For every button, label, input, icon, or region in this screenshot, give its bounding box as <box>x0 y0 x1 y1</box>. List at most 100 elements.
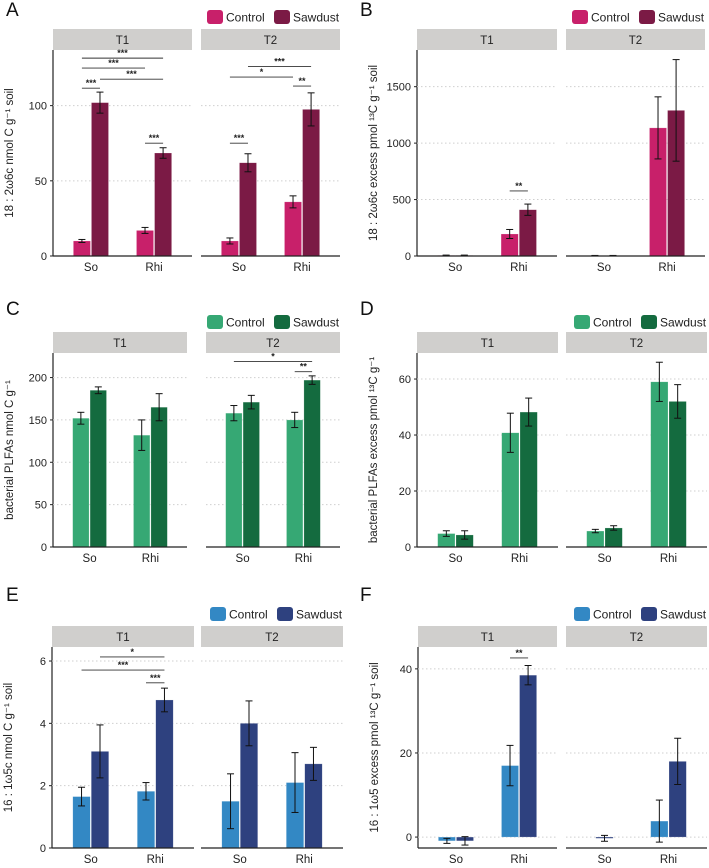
facet-strip-label: T2 <box>265 632 278 644</box>
error-bar <box>524 203 532 216</box>
significance-label: * <box>260 67 264 77</box>
significance-bracket: * <box>99 647 165 658</box>
y-tick-label: 0 <box>41 542 47 554</box>
y-axis-label: bacterial PLFAs nmol C g⁻¹ <box>4 380 16 520</box>
error-bar <box>506 228 514 240</box>
significance-label: ** <box>300 362 308 372</box>
significance-bracket: *** <box>229 133 248 144</box>
y-tick-label: 100 <box>29 101 47 113</box>
x-tick-label: So <box>449 854 463 866</box>
facet-strip <box>417 29 557 50</box>
x-tick-label: Rhi <box>142 553 159 565</box>
significance-label: *** <box>118 660 129 670</box>
significance-bracket: * <box>233 351 313 362</box>
facet-strip <box>566 332 707 353</box>
legend-swatch <box>574 607 590 621</box>
legend-item-control: Control <box>207 10 265 25</box>
facet-strip <box>566 29 705 50</box>
panel-label: A <box>6 0 19 21</box>
facet-t1: T1 So Rhi <box>53 332 187 565</box>
error-bar <box>655 799 663 843</box>
error-bar <box>307 92 315 127</box>
facet-strip <box>206 332 340 353</box>
facet-t2: T2 So Rhi <box>201 626 343 866</box>
x-tick-label: Rhi <box>658 262 675 274</box>
bar-sawdust-so <box>91 102 109 257</box>
error-bar <box>672 59 680 162</box>
error-bar <box>525 397 533 427</box>
facet-strip-label: T1 <box>481 632 494 644</box>
facet-t1: T1 So Rhi ** <box>418 626 557 866</box>
y-tick-label: 50 <box>35 176 47 188</box>
panel-c: C Control Sawdust bacterial PLFAs nmol C g⁻… <box>4 299 340 565</box>
bar-sawdust-so <box>239 162 257 257</box>
x-tick-label: So <box>448 553 462 565</box>
facet-strip-label: T2 <box>629 35 642 47</box>
legend-item-sawdust: Sawdust <box>274 10 340 25</box>
panel-label: D <box>360 299 374 320</box>
significance-bracket: ** <box>294 362 313 373</box>
y-tick-label: 500 <box>393 195 411 207</box>
bar-sawdust-rhi <box>519 411 538 548</box>
bar-control-rhi <box>133 434 151 548</box>
x-tick-label: So <box>84 854 98 866</box>
error-bar <box>461 836 469 846</box>
legend-swatch <box>274 315 290 329</box>
legend-item-control: Control <box>574 607 632 622</box>
error-bar <box>141 226 149 234</box>
bar-sawdust-rhi <box>154 152 172 257</box>
bar-control-so <box>73 240 91 257</box>
error-bar <box>600 834 608 842</box>
legend-swatch <box>641 607 657 621</box>
error-bar <box>654 96 662 160</box>
error-bar <box>96 91 104 114</box>
error-bar <box>78 786 86 807</box>
bar-sawdust-so <box>242 401 260 548</box>
error-bar <box>610 525 618 531</box>
x-tick-label: Rhi <box>145 262 162 274</box>
error-bar <box>159 147 167 159</box>
y-tick-label: 4 <box>40 718 46 730</box>
facet-t2: T2 So Rhi <box>566 626 707 866</box>
y-tick-label: 0 <box>41 251 47 263</box>
facet-strip <box>201 626 343 647</box>
x-tick-label: Rhi <box>511 553 528 565</box>
error-bar <box>291 752 299 813</box>
y-axis-label: 18 : 2ω6c nmol C g⁻¹ soil <box>4 88 16 217</box>
error-bar <box>226 237 234 245</box>
panel-f: F Control Sawdust 16 : 1ω5 excess pmol ¹³C … <box>360 585 707 866</box>
error-bar <box>291 411 299 429</box>
error-bar <box>674 384 682 419</box>
error-bar <box>160 687 168 713</box>
significance-label: *** <box>86 78 97 88</box>
error-bar <box>94 386 102 395</box>
y-tick-label: 0 <box>405 542 411 554</box>
bar-control-so <box>72 417 90 548</box>
y-tick-label: 6 <box>40 656 46 668</box>
y-tick-label: 20 <box>400 748 412 760</box>
legend-label: Control <box>226 316 265 330</box>
legend-swatch <box>207 10 223 24</box>
significance-label: ** <box>515 181 523 191</box>
legend-swatch <box>207 315 223 329</box>
bar-sawdust-rhi <box>519 674 537 838</box>
facet-strip <box>418 626 557 647</box>
facet-strip <box>53 29 192 50</box>
y-tick-label: 0 <box>406 832 412 844</box>
legend-item-control: Control <box>210 607 268 622</box>
x-tick-label: Rhi <box>660 553 677 565</box>
x-tick-label: So <box>83 553 97 565</box>
facet-strip <box>566 626 707 647</box>
error-bar <box>506 744 514 787</box>
significance-label: *** <box>108 58 119 68</box>
x-tick-label: So <box>233 854 247 866</box>
facet-strip-label: T1 <box>116 35 129 47</box>
significance-bracket: *** <box>247 57 312 67</box>
significance-bracket: *** <box>81 58 146 69</box>
significance-label: *** <box>149 133 160 143</box>
facet-strip <box>201 29 340 50</box>
legend-item-sawdust: Sawdust <box>277 607 343 622</box>
bar-sawdust-so <box>89 390 107 548</box>
legend-item-sawdust: Sawdust <box>641 315 707 330</box>
